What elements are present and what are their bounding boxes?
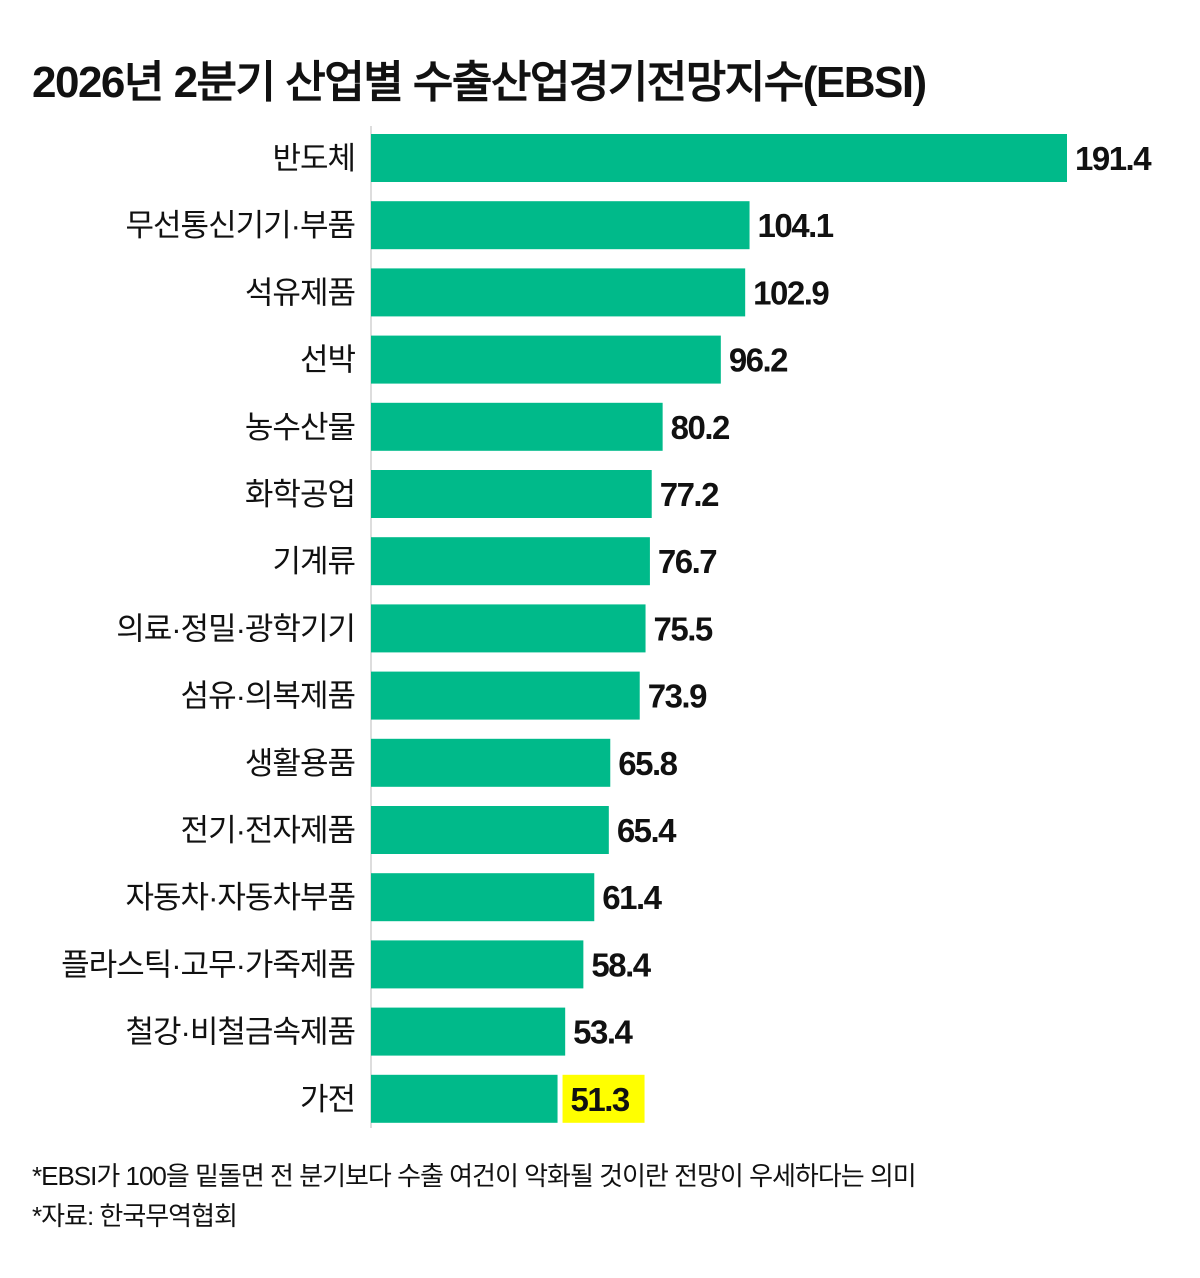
- highlight-box: [562, 1074, 645, 1123]
- bar: [371, 470, 652, 518]
- category-label: 생활용품: [245, 746, 355, 781]
- category-label: 가전: [300, 1082, 355, 1117]
- value-label: 77.2: [660, 476, 719, 513]
- bar: [371, 201, 750, 250]
- value-label: 51.3: [571, 1081, 630, 1118]
- category-label: 전기·전자제품: [181, 813, 355, 848]
- category-label: 농수산물: [245, 410, 355, 445]
- bar: [371, 873, 595, 922]
- bar: [371, 671, 640, 720]
- value-label: 58.4: [591, 946, 651, 983]
- bar: [371, 806, 609, 854]
- category-label: 플라스틱·고무·가죽제품: [61, 947, 355, 982]
- bar: [371, 738, 611, 787]
- value-label: 61.4: [602, 879, 662, 916]
- bar: [371, 268, 746, 317]
- chart-title: 2026년 2분기 산업별 수출산업경기전망지수(EBSI): [32, 58, 927, 107]
- category-label: 무선통신기기·부품: [126, 208, 355, 243]
- value-label: 102.9: [753, 274, 829, 311]
- category-label: 화학공업: [245, 477, 355, 512]
- value-label: 96.2: [729, 342, 788, 379]
- bar: [371, 940, 584, 989]
- bar: [371, 1074, 558, 1123]
- value-label: 191.4: [1075, 140, 1152, 177]
- value-label: 104.1: [758, 207, 834, 244]
- category-label: 기계류: [272, 544, 355, 579]
- category-label: 석유제품: [245, 275, 355, 310]
- category-label: 의료·정밀·광학기기: [116, 611, 355, 646]
- value-label: 65.4: [617, 812, 677, 849]
- value-label: 65.8: [618, 745, 677, 782]
- bar: [371, 134, 1067, 182]
- bar: [371, 335, 721, 384]
- category-label: 섬유·의복제품: [181, 679, 355, 714]
- bar: [371, 537, 650, 586]
- value-label: 53.4: [573, 1014, 633, 1051]
- value-label: 73.9: [648, 678, 707, 715]
- category-label: 자동차·자동차부품: [126, 880, 355, 915]
- value-label: 75.5: [654, 610, 713, 647]
- value-label: 80.2: [671, 409, 730, 446]
- category-label: 반도체: [272, 141, 355, 176]
- footnote: *EBSI가 100을 밑돌면 전 분기보다 수출 여건이 악화될 것이란 전망…: [32, 1161, 917, 1191]
- bar: [371, 604, 646, 653]
- bar: [371, 402, 663, 451]
- category-label: 철강·비철금속제품: [126, 1015, 355, 1050]
- source-note: *자료: 한국무역협회: [32, 1201, 238, 1231]
- value-label: 76.7: [658, 543, 716, 580]
- bar: [371, 1007, 566, 1056]
- category-label: 선박: [300, 343, 356, 378]
